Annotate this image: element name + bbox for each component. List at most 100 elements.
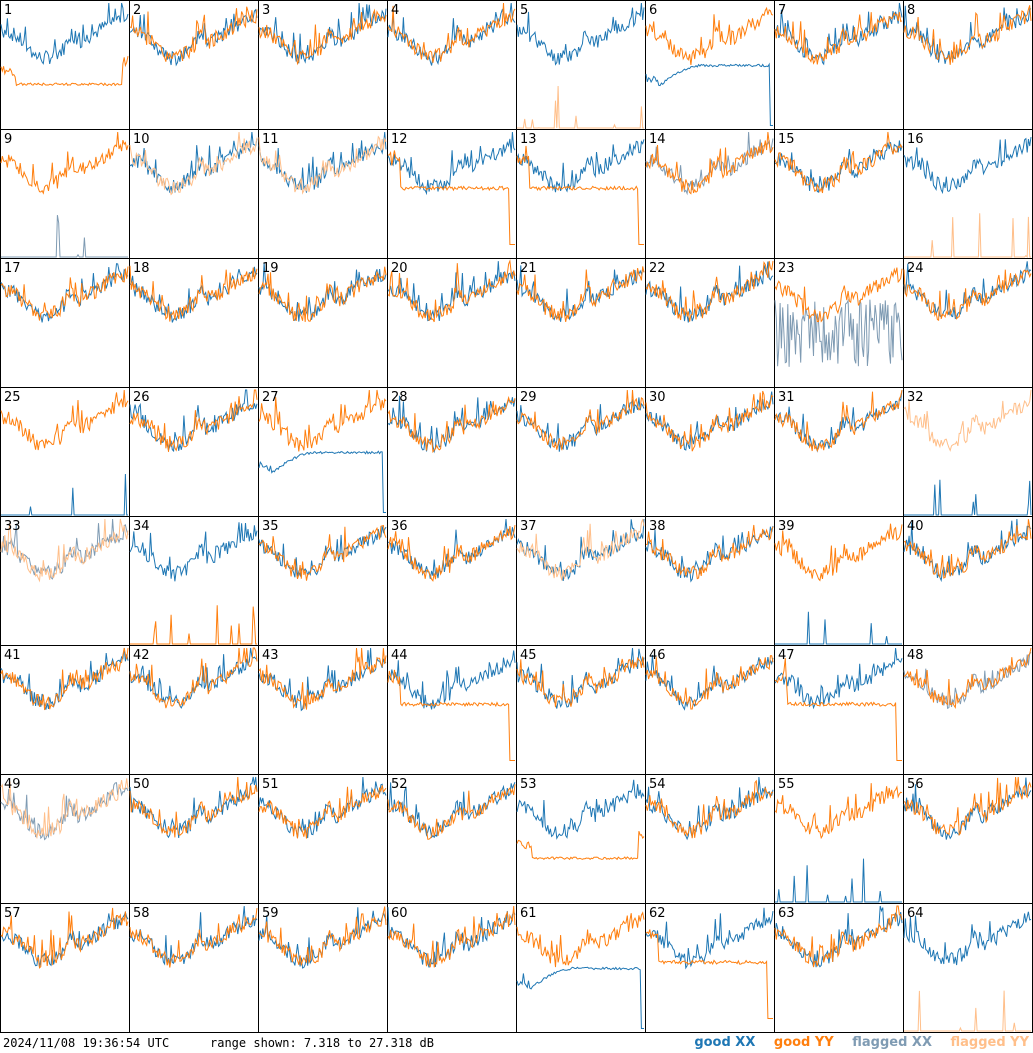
panel-label: 22 [649,261,666,276]
series-yy-panel-41 [0,647,129,711]
series-yy-panel-64 [904,990,1031,1032]
panel-frame [516,774,646,904]
series-yy-panel-58 [129,908,258,968]
panel-label: 49 [4,777,21,792]
panel-64: 64 [903,903,1033,1033]
panel-frame [387,516,517,646]
panel-label: 8 [907,3,915,18]
panel-59: 59 [258,903,388,1033]
legend-good-yy: good YY [773,1035,834,1050]
panel-frame [387,774,517,904]
series-xx-panel-4 [387,2,516,66]
range-label: range shown: 7.318 to 27.318 dB [210,1036,434,1050]
panel-label: 15 [778,132,795,147]
panel-label: 25 [4,390,21,405]
series-yy-panel-55 [774,783,903,840]
panel-41: 41 [0,645,130,775]
panel-label: 12 [391,132,408,147]
series-yy-panel-14 [645,131,774,195]
panel-3: 3 [258,0,388,130]
series-yy-panel-56 [903,776,1032,837]
panel-label: 10 [133,132,150,147]
panel-frame [129,903,259,1033]
panel-29: 29 [516,387,646,517]
panel-label: 26 [133,390,150,405]
panel-10: 10 [129,129,259,259]
panel-25: 25 [0,387,130,517]
panel-label: 34 [133,519,150,534]
series-xx-panel-17 [0,263,129,323]
panel-label: 59 [262,906,279,921]
panel-35: 35 [258,516,388,646]
panel-frame [774,0,904,130]
series-yy-panel-63 [774,905,903,968]
series-yy-panel-28 [387,395,516,454]
legend-good-xx: good XX [694,1035,756,1050]
series-yy-panel-27 [258,389,387,452]
series-yy-panel-24 [903,269,1032,321]
legend: good XX good YY flagged XX flagged YY [680,1034,1029,1052]
panel-label: 61 [520,906,537,921]
series-yy-panel-19 [258,266,387,322]
panel-label: 53 [520,777,537,792]
series-yy-panel-50 [129,776,258,838]
series-xx-panel-32 [904,479,1032,516]
series-xx-panel-39 [775,611,902,645]
panel-23: 23 [774,258,904,388]
panel-label: 13 [520,132,537,147]
series-yy-panel-32 [903,389,1032,452]
series-xx-panel-12 [387,131,516,196]
series-yy-panel-62 [645,929,773,1019]
legend-flagged-xx: flagged XX [852,1035,932,1050]
panel-frame [129,129,259,259]
panel-26: 26 [129,387,259,517]
panel-label: 7 [778,3,786,18]
panel-frame [387,387,517,517]
panel-label: 18 [133,261,150,276]
panel-27: 27 [258,387,388,517]
panel-label: 46 [649,648,666,663]
panel-label: 17 [4,261,21,276]
series-yy-panel-45 [516,656,645,708]
panel-frame [903,387,1033,517]
series-yy-panel-57 [0,907,129,969]
panel-16: 16 [903,129,1033,259]
panel-frame [258,774,388,904]
panel-label: 5 [520,3,528,18]
panel-48: 48 [903,645,1033,775]
panel-frame [129,258,259,388]
series-yy-panel-25 [0,389,129,451]
panel-label: 19 [262,261,279,276]
series-yy-panel-18 [129,265,258,322]
panel-label: 36 [391,519,408,534]
series-xx-panel-64 [903,911,1032,966]
series-xx-panel-8 [903,5,1032,64]
panel-label: 37 [520,519,537,534]
series-yy-panel-34 [130,605,257,645]
series-xx-panel-13 [516,139,645,193]
panel-label: 48 [907,648,924,663]
panel-22: 22 [645,258,775,388]
series-xx-panel-6 [645,62,773,126]
series-yy-panel-9 [0,131,129,195]
series-xx-panel-50 [129,776,258,839]
series-yy-panel-37 [516,518,645,581]
series-xx-panel-27 [258,450,386,513]
panel-frame [903,903,1033,1033]
series-yy-panel-16 [904,213,1031,259]
series-yy-panel-26 [129,389,258,452]
series-yy-panel-31 [774,389,903,453]
panel-6: 6 [645,0,775,130]
panel-label: 41 [4,648,21,663]
panel-label: 35 [262,519,279,534]
series-xx-panel-34 [129,522,258,582]
panel-frame [0,129,130,259]
panel-61: 61 [516,903,646,1033]
series-xx-panel-9 [1,215,128,258]
panel-label: 16 [907,132,924,147]
panel-42: 42 [129,645,259,775]
series-yy-panel-38 [645,524,774,580]
series-yy-panel-11 [258,135,387,195]
panel-label: 1 [4,3,12,18]
